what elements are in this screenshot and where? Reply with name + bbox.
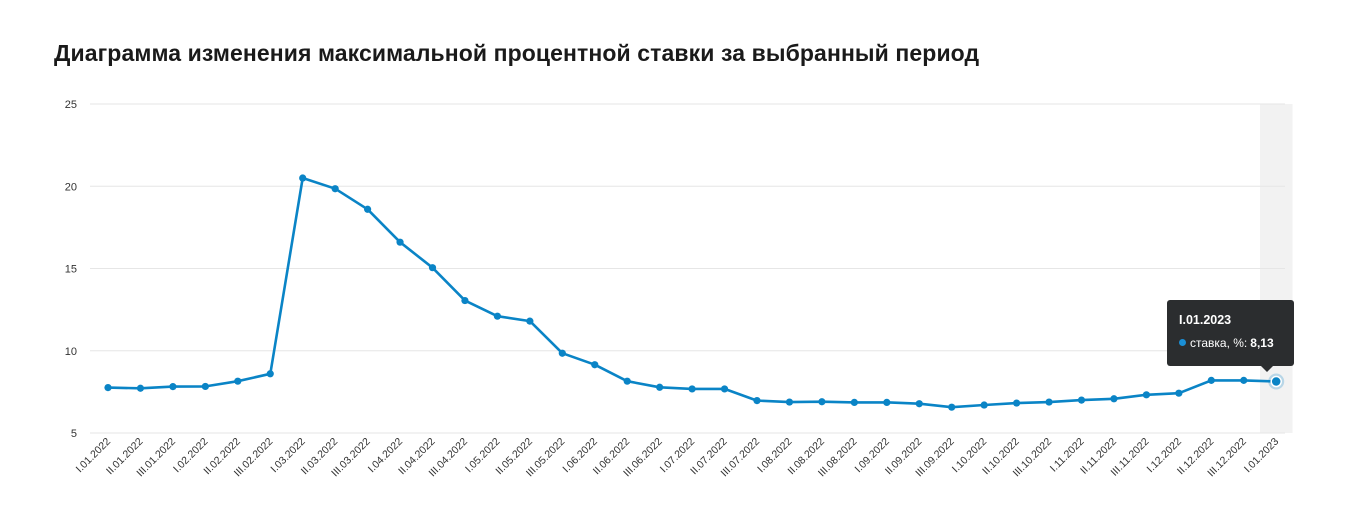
tooltip: I.01.2023 ставка, %: 8,13	[1167, 300, 1294, 372]
y-axis-ticks: 5 10 15 20 25	[65, 99, 77, 440]
data-point[interactable]	[1240, 376, 1248, 384]
data-point[interactable]	[818, 398, 826, 406]
data-point[interactable]	[623, 377, 631, 385]
tooltip-row: ставка, %: 8,13	[1179, 336, 1282, 350]
data-point[interactable]	[850, 398, 858, 407]
data-point[interactable]	[396, 238, 404, 246]
grid-lines	[90, 103, 1285, 434]
chart-title: Диаграмма изменения максимальной процент…	[54, 40, 980, 66]
tooltip-series-label: ставка, %:	[1190, 336, 1248, 350]
data-point[interactable]	[883, 398, 891, 407]
data-point[interactable]	[428, 264, 437, 272]
y-tick-label: 20	[65, 181, 77, 193]
data-point[interactable]	[364, 205, 372, 213]
data-point[interactable]	[1013, 399, 1021, 407]
data-point[interactable]	[136, 384, 145, 392]
data-point[interactable]	[1270, 375, 1282, 388]
data-point[interactable]	[461, 296, 469, 305]
x-axis-ticks: I.01.2022II.01.2022III.01.2022I.02.2022I…	[74, 436, 1282, 480]
data-point[interactable]	[1207, 376, 1215, 384]
data-point[interactable]	[948, 403, 956, 411]
data-point[interactable]	[558, 349, 566, 357]
data-point[interactable]	[1175, 389, 1183, 397]
data-points[interactable]	[104, 174, 1285, 411]
data-point[interactable]	[1142, 391, 1150, 399]
data-point[interactable]	[980, 401, 988, 409]
data-point[interactable]	[591, 361, 599, 369]
data-point[interactable]	[201, 382, 209, 391]
data-point[interactable]	[720, 385, 729, 393]
data-point[interactable]	[234, 377, 242, 385]
series-line	[107, 176, 1277, 409]
data-point[interactable]	[915, 400, 923, 408]
tooltip-value: 8,13	[1250, 336, 1274, 350]
data-point[interactable]	[169, 383, 177, 391]
data-point[interactable]	[785, 398, 794, 406]
data-point[interactable]	[526, 317, 534, 325]
data-point[interactable]	[688, 385, 696, 393]
data-point[interactable]	[299, 174, 307, 182]
data-point[interactable]	[104, 383, 112, 392]
data-point[interactable]	[753, 396, 761, 405]
data-point[interactable]	[1045, 398, 1053, 406]
series-dot-icon	[1179, 339, 1186, 346]
data-point[interactable]	[1077, 396, 1086, 404]
data-point[interactable]	[656, 383, 664, 391]
y-tick-label: 15	[65, 264, 77, 276]
data-point[interactable]	[331, 185, 339, 193]
y-tick-label: 5	[71, 428, 77, 440]
x-tick-label: I.01.2023	[1242, 436, 1282, 476]
y-tick-label: 25	[65, 99, 77, 111]
data-point[interactable]	[1110, 395, 1118, 403]
data-point[interactable]	[493, 312, 501, 320]
y-tick-label: 10	[65, 346, 77, 358]
data-point[interactable]	[266, 370, 274, 378]
tooltip-date: I.01.2023	[1179, 313, 1232, 327]
